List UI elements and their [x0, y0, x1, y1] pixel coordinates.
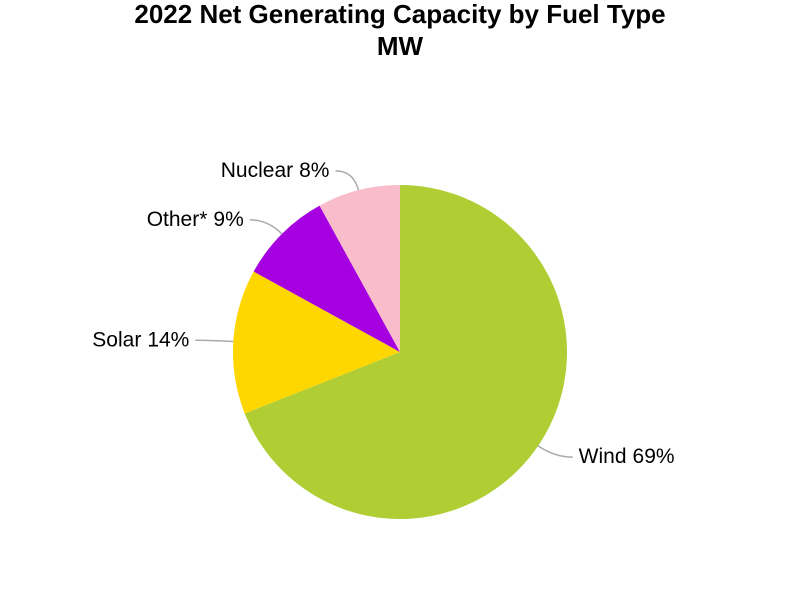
data-label: Other* 9% [147, 207, 244, 230]
data-label: Wind 69% [579, 445, 675, 468]
label-name: Solar [92, 328, 141, 351]
label-name: Nuclear [221, 158, 293, 181]
chart-title: 2022 Net Generating Capacity by Fuel Typ… [134, 0, 665, 29]
label-name: Other* [147, 207, 208, 230]
pie-slice [244, 185, 567, 520]
data-label: Nuclear 8% [221, 158, 330, 181]
pie-slice [319, 185, 400, 352]
pie-slice [253, 205, 400, 352]
label-value: 69% [633, 445, 675, 468]
label-value: 8% [299, 158, 329, 181]
leader-line [335, 170, 360, 191]
data-label: Solar 14% [92, 328, 189, 351]
leader-line [249, 219, 283, 235]
leader-line [537, 445, 573, 458]
label-value: 9% [213, 207, 243, 230]
leader-line [195, 339, 234, 343]
label-name: Wind [579, 445, 627, 468]
pie-slice [232, 271, 400, 414]
label-value: 14% [147, 328, 189, 351]
chart-subtitle: MW [377, 31, 424, 61]
